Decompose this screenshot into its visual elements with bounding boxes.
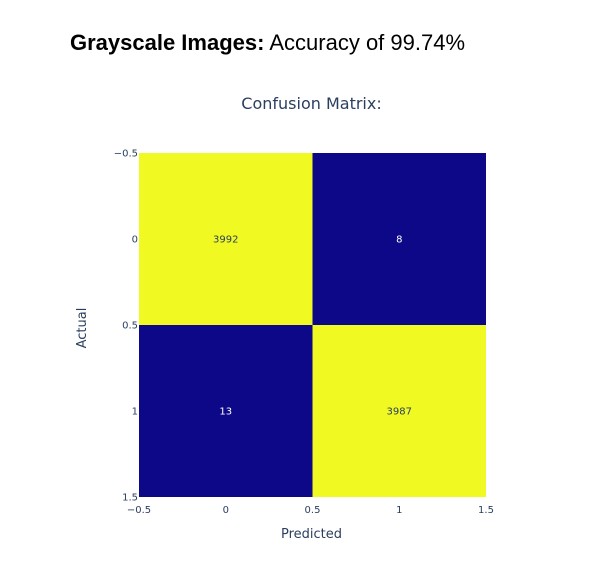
cell-value-label: 3992 [213, 235, 238, 246]
y-tick-label: 1.5 [122, 493, 138, 504]
y-axis-title: Actual [75, 308, 90, 349]
cell-value-label: 13 [219, 407, 232, 418]
y-tick-label: −0.5 [114, 149, 138, 160]
y-tick-label: 0 [132, 235, 138, 246]
heatmap-cell-0-1 [312, 153, 486, 325]
x-tick-label: 1.5 [478, 505, 494, 516]
x-tick-label: −0.5 [127, 505, 151, 516]
cell-value-label: 8 [396, 235, 402, 246]
heatmap-cell-0-0 [139, 153, 313, 325]
headline-rest: Accuracy of 99.74% [264, 30, 466, 55]
heatmap-cell-1-1 [312, 325, 486, 497]
x-tick-label: 1 [396, 505, 402, 516]
headline-bold: Grayscale Images: [70, 30, 265, 55]
x-axis-title: Predicted [281, 527, 342, 542]
x-tick-label: 0.5 [305, 505, 321, 516]
cell-value-label: 3987 [387, 407, 412, 418]
x-tick-label: 0 [223, 505, 229, 516]
y-tick-label: 0.5 [122, 321, 138, 332]
y-tick-label: 1 [132, 407, 138, 418]
chart-title: Confusion Matrix: [241, 94, 382, 113]
heatmap-cell-1-0 [139, 325, 313, 497]
headline: Grayscale Images: Accuracy of 99.74% [70, 30, 465, 56]
